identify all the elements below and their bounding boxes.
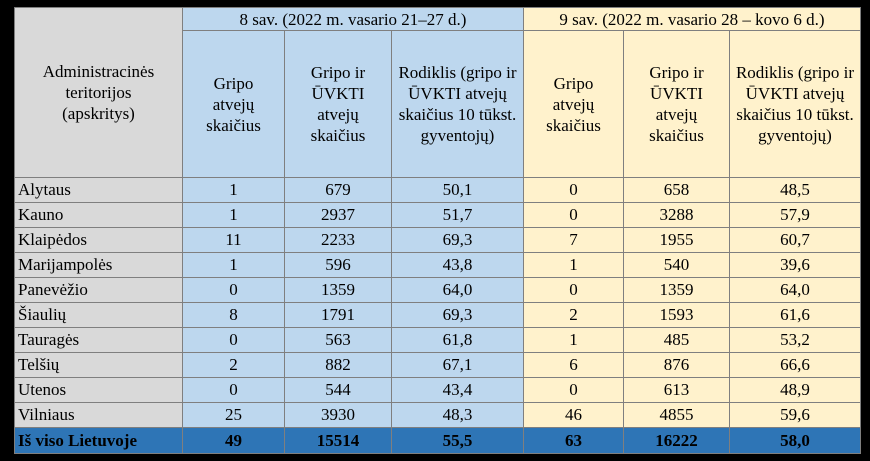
w8-rate-cell: 64,0 xyxy=(391,277,524,303)
w9-flu-ari-cell: 3288 xyxy=(623,202,730,228)
w8-flu-ari-cell: 679 xyxy=(284,177,392,203)
w9-rate-cell: 53,2 xyxy=(729,327,861,353)
region-name: Alytaus xyxy=(14,177,183,203)
w8-rate-cell: 43,8 xyxy=(391,252,524,278)
table-row: Panevėžio 0 1359 64,0 0 1359 64,0 xyxy=(14,277,861,303)
region-name: Vilniaus xyxy=(14,402,183,428)
table-row: Vilniaus 25 3930 48,3 46 4855 59,6 xyxy=(14,402,861,428)
w9-flu-cell: 0 xyxy=(523,277,624,303)
w8-flu-cell: 0 xyxy=(182,327,285,353)
w8-flu-cell: 11 xyxy=(182,227,285,253)
w8-flu-cell: 1 xyxy=(182,177,285,203)
region-name: Telšių xyxy=(14,352,183,378)
influenza-table: Administracinės teritorijos (apskritys) … xyxy=(14,7,861,454)
w9-rate-cell: 60,7 xyxy=(729,227,861,253)
table-row: Alytaus 1 679 50,1 0 658 48,5 xyxy=(14,177,861,203)
w8-flu-cell: 1 xyxy=(182,252,285,278)
w9-rate-cell: 48,5 xyxy=(729,177,861,203)
w8-flu-ari-cell: 1791 xyxy=(284,302,392,328)
total-w8-flu: 49 xyxy=(182,427,285,454)
w9-flu-ari-cell: 540 xyxy=(623,252,730,278)
w8-flu-cell: 25 xyxy=(182,402,285,428)
table-row: Tauragės 0 563 61,8 1 485 53,2 xyxy=(14,327,861,353)
w8-flu-cell: 0 xyxy=(182,277,285,303)
table-row: Telšių 2 882 67,1 6 876 66,6 xyxy=(14,352,861,378)
w9-rate-cell: 61,6 xyxy=(729,302,861,328)
w8-flu-ari-cell: 3930 xyxy=(284,402,392,428)
w9-flu-cell: 1 xyxy=(523,252,624,278)
w9-flu-ari-cell: 876 xyxy=(623,352,730,378)
table-row: Kauno 1 2937 51,7 0 3288 57,9 xyxy=(14,202,861,228)
w8-flu-header: Gripo atvejų skaičius xyxy=(182,30,285,178)
w8-rate-cell: 51,7 xyxy=(391,202,524,228)
region-name: Utenos xyxy=(14,377,183,403)
w8-rate-cell: 69,3 xyxy=(391,302,524,328)
w9-rate-cell: 66,6 xyxy=(729,352,861,378)
w9-rate-cell: 57,9 xyxy=(729,202,861,228)
region-name: Panevėžio xyxy=(14,277,183,303)
w8-rate-cell: 67,1 xyxy=(391,352,524,378)
total-row: Iš viso Lietuvoje 49 15514 55,5 63 16222… xyxy=(14,427,861,454)
w8-flu-ari-cell: 882 xyxy=(284,352,392,378)
week9-header: 9 sav. (2022 m. vasario 28 – kovo 6 d.) xyxy=(523,7,861,31)
w9-rate-cell: 48,9 xyxy=(729,377,861,403)
w8-flu-ari-cell: 563 xyxy=(284,327,392,353)
w9-flu-cell: 46 xyxy=(523,402,624,428)
region-name: Kauno xyxy=(14,202,183,228)
region-name: Marijampolės xyxy=(14,252,183,278)
w9-flu-cell: 0 xyxy=(523,377,624,403)
w9-rate-cell: 39,6 xyxy=(729,252,861,278)
w8-flu-ari-cell: 2937 xyxy=(284,202,392,228)
w8-rate-cell: 43,4 xyxy=(391,377,524,403)
total-w9-rate: 58,0 xyxy=(729,427,861,454)
w8-flu-ari-header: Gripo ir ŪVKTI atvejų skaičius xyxy=(284,30,392,178)
table-row: Klaipėdos 11 2233 69,3 7 1955 60,7 xyxy=(14,227,861,253)
table-row: Marijampolės 1 596 43,8 1 540 39,6 xyxy=(14,252,861,278)
w9-flu-ari-cell: 4855 xyxy=(623,402,730,428)
w9-flu-header: Gripo atvejų skaičius xyxy=(523,30,624,178)
w9-rate-header: Rodiklis (gripo ir ŪVKTI atvejų skaičius… xyxy=(729,30,861,178)
w9-flu-ari-cell: 613 xyxy=(623,377,730,403)
table-row: Utenos 0 544 43,4 0 613 48,9 xyxy=(14,377,861,403)
table-row: Šiaulių 8 1791 69,3 2 1593 61,6 xyxy=(14,302,861,328)
w9-rate-cell: 59,6 xyxy=(729,402,861,428)
w9-rate-cell: 64,0 xyxy=(729,277,861,303)
w8-flu-cell: 0 xyxy=(182,377,285,403)
w9-flu-ari-cell: 1359 xyxy=(623,277,730,303)
w9-flu-cell: 1 xyxy=(523,327,624,353)
w9-flu-cell: 7 xyxy=(523,227,624,253)
w8-rate-header: Rodiklis (gripo ir ŪVKTI atvejų skaičius… xyxy=(391,30,524,178)
w8-flu-ari-cell: 596 xyxy=(284,252,392,278)
region-name: Tauragės xyxy=(14,327,183,353)
w9-flu-ari-cell: 1955 xyxy=(623,227,730,253)
total-w8-ari: 15514 xyxy=(284,427,392,454)
region-name: Šiaulių xyxy=(14,302,183,328)
w9-flu-cell: 0 xyxy=(523,177,624,203)
w9-flu-ari-header: Gripo ir ŪVKTI atvejų skaičius xyxy=(623,30,730,178)
w8-rate-cell: 61,8 xyxy=(391,327,524,353)
w8-flu-ari-cell: 2233 xyxy=(284,227,392,253)
w9-flu-cell: 6 xyxy=(523,352,624,378)
total-label: Iš viso Lietuvoje xyxy=(14,427,183,454)
w8-flu-ari-cell: 544 xyxy=(284,377,392,403)
total-w9-flu: 63 xyxy=(523,427,624,454)
region-column-header: Administracinės teritorijos (apskritys) xyxy=(14,7,183,178)
w8-flu-cell: 2 xyxy=(182,352,285,378)
w8-rate-cell: 69,3 xyxy=(391,227,524,253)
week8-header: 8 sav. (2022 m. vasario 21–27 d.) xyxy=(182,7,524,31)
region-name: Klaipėdos xyxy=(14,227,183,253)
w9-flu-cell: 0 xyxy=(523,202,624,228)
total-w9-ari: 16222 xyxy=(623,427,730,454)
w8-rate-cell: 48,3 xyxy=(391,402,524,428)
w8-rate-cell: 50,1 xyxy=(391,177,524,203)
w9-flu-ari-cell: 1593 xyxy=(623,302,730,328)
w9-flu-cell: 2 xyxy=(523,302,624,328)
total-w8-rate: 55,5 xyxy=(391,427,524,454)
w8-flu-cell: 1 xyxy=(182,202,285,228)
w9-flu-ari-cell: 485 xyxy=(623,327,730,353)
w8-flu-cell: 8 xyxy=(182,302,285,328)
w9-flu-ari-cell: 658 xyxy=(623,177,730,203)
w8-flu-ari-cell: 1359 xyxy=(284,277,392,303)
